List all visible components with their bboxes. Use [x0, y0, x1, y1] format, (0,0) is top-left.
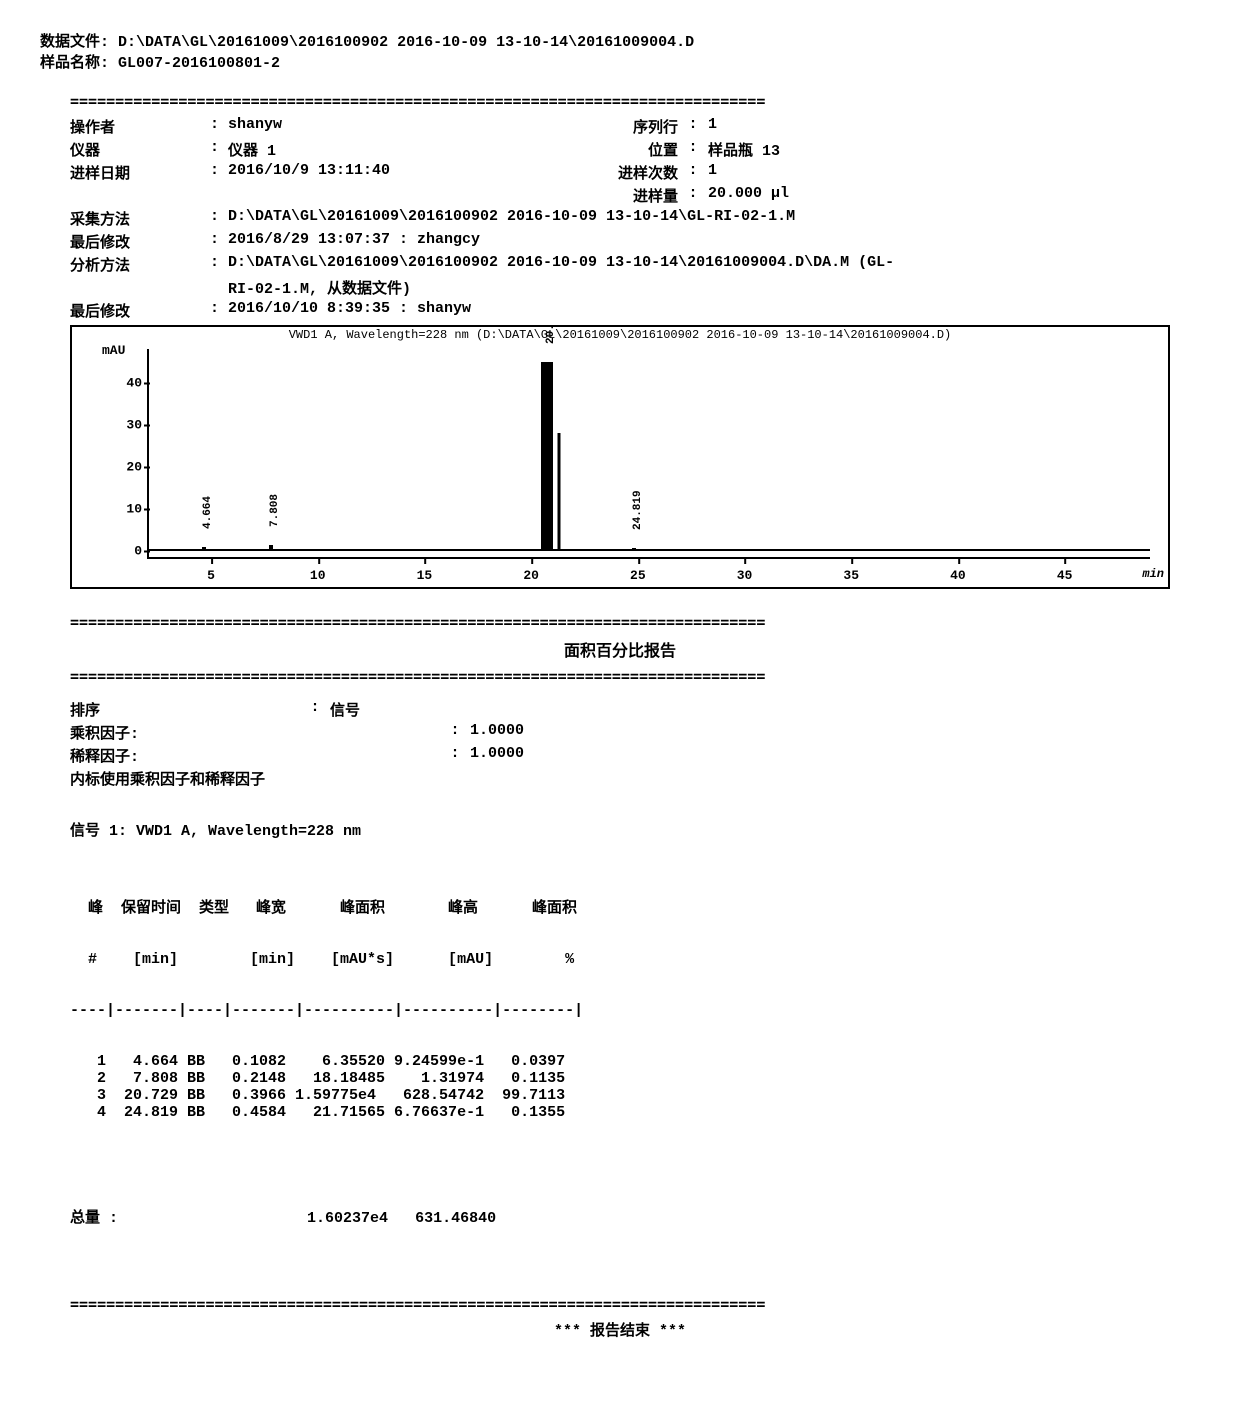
analysis-method-value: D:\DATA\GL\20161009\2016100902 2016-10-0… [228, 254, 894, 275]
x-tick: 5 [207, 568, 215, 583]
dilution-factor-label: 稀释因子: [70, 745, 300, 766]
x-tick: 25 [630, 568, 646, 583]
sort-value: 信号 [330, 699, 440, 720]
data-file-line: 数据文件: D:\DATA\GL\20161009\2016100902 201… [40, 30, 1200, 51]
mult-factor-label: 乘积因子: [70, 722, 300, 743]
peak-table-row: 1 4.664 BB 0.1082 6.35520 9.24599e-1 0.0… [70, 1053, 1170, 1070]
chromatogram-peak [202, 547, 206, 551]
position-value: 样品瓶 13 [708, 139, 828, 160]
inj-num-label: 进样次数 [588, 162, 678, 183]
y-tick: 0 [102, 543, 142, 558]
dilution-factor-value: 1.0000 [470, 745, 524, 766]
chromatogram-chart: VWD1 A, Wavelength=228 nm (D:\DATA\GL\20… [70, 325, 1170, 589]
instrument-label: 仪器 [70, 139, 210, 160]
report-end: *** 报告结束 *** [70, 1319, 1170, 1340]
x-tick: 30 [737, 568, 753, 583]
inj-num-value: 1 [708, 162, 828, 183]
last-mod-value: 2016/8/29 13:07:37 : zhangcy [228, 231, 480, 252]
chromatogram-peak [269, 545, 273, 551]
signal-header: 信号 1: VWD1 A, Wavelength=228 nm [70, 819, 1170, 840]
seq-value: 1 [708, 116, 828, 137]
plot-area: 4.6647.80820.72924.819 [147, 349, 1150, 559]
mult-factor-value: 1.0000 [470, 722, 524, 743]
analysis-method-value-cont: RI-02-1.M, 从数据文件) [228, 277, 1200, 298]
y-axis-unit: mAU [102, 343, 125, 358]
acq-method-value: D:\DATA\GL\20161009\2016100902 2016-10-0… [228, 208, 795, 229]
peak-table-row: 3 20.729 BB 0.3966 1.59775e4 628.54742 9… [70, 1087, 1170, 1104]
chromatogram-peak [541, 362, 553, 551]
x-tick: 20 [523, 568, 539, 583]
chromatogram-peak [632, 548, 636, 551]
total-value: 1.60237e4 631.46840 [118, 1210, 496, 1227]
x-tick: 35 [843, 568, 859, 583]
istd-note: 内标使用乘积因子和稀释因子 [70, 768, 1170, 789]
peak-label: 7.808 [269, 494, 281, 527]
sample-name-line: 样品名称: GL007-2016100801-2 [40, 51, 1200, 72]
inj-vol-label: 进样量 [588, 185, 678, 206]
y-tick: 30 [102, 417, 142, 432]
y-tick: 40 [102, 375, 142, 390]
separator: ========================================… [70, 667, 1170, 685]
separator: ========================================… [70, 1295, 1170, 1313]
x-tick: 15 [417, 568, 433, 583]
inj-date-label: 进样日期 [70, 162, 210, 183]
peak-label: 24.819 [632, 490, 644, 530]
acq-method-label: 采集方法 [70, 208, 210, 229]
x-tick: 10 [310, 568, 326, 583]
last-mod2-value: 2016/10/10 8:39:35 : shanyw [228, 300, 471, 321]
peak-table: 峰 保留时间 类型 峰宽 峰面积 峰高 峰面积 # [min] [min] [m… [70, 862, 1170, 1261]
peak-label: 20.729 [545, 325, 557, 344]
x-tick: 40 [950, 568, 966, 583]
separator: ========================================… [70, 92, 1200, 110]
table-sep: ----|-------|----|-------|----------|---… [70, 1002, 1170, 1019]
meta-block: ========================================… [70, 92, 1200, 321]
table-header-units: # [min] [min] [mAU*s] [mAU] % [70, 951, 1170, 968]
chromatogram-peak [557, 433, 560, 551]
operator-value: shanyw [228, 116, 528, 137]
report-title: 面积百分比报告 [70, 637, 1170, 661]
y-tick: 20 [102, 459, 142, 474]
total-label: 总量 : [70, 1210, 118, 1227]
y-tick: 10 [102, 501, 142, 516]
separator: ========================================… [70, 613, 1170, 631]
peak-table-row: 2 7.808 BB 0.2148 18.18485 1.31974 0.113… [70, 1070, 1170, 1087]
seq-label: 序列行 [588, 116, 678, 137]
baseline [147, 549, 1150, 551]
peak-table-row: 4 24.819 BB 0.4584 21.71565 6.76637e-1 0… [70, 1104, 1170, 1121]
x-tick: 45 [1057, 568, 1073, 583]
operator-label: 操作者 [70, 116, 210, 137]
sort-label: 排序 [70, 699, 300, 720]
instrument-value: 仪器 1 [228, 139, 528, 160]
area-percent-report: ========================================… [70, 613, 1170, 1340]
table-header: 峰 保留时间 类型 峰宽 峰面积 峰高 峰面积 [70, 896, 1170, 917]
chart-title: VWD1 A, Wavelength=228 nm (D:\DATA\GL\20… [72, 328, 1168, 342]
inj-vol-value: 20.000 µl [708, 185, 828, 206]
inj-date-value: 2016/10/9 13:11:40 [228, 162, 528, 183]
last-mod-label: 最后修改 [70, 231, 210, 252]
last-mod2-label: 最后修改 [70, 300, 210, 321]
peak-label: 4.664 [202, 496, 214, 529]
analysis-method-label: 分析方法 [70, 254, 210, 275]
x-axis-unit: min [1142, 567, 1164, 581]
position-label: 位置 [588, 139, 678, 160]
